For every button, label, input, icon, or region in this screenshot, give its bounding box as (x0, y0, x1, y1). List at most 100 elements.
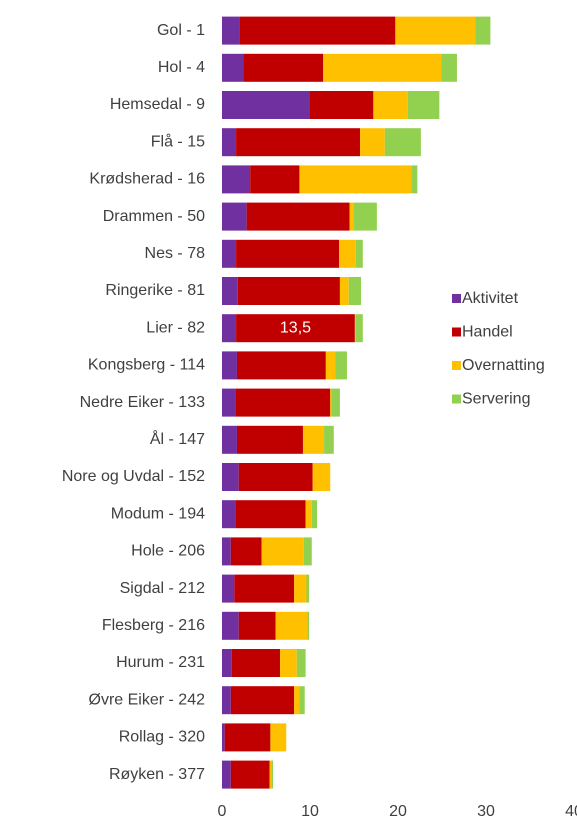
bar-segment (222, 128, 237, 157)
bar-segment (222, 16, 240, 45)
bar-segment (475, 16, 491, 45)
bar-segment (243, 53, 324, 82)
legend-label: Handel (462, 324, 513, 341)
y-tick-label: Gol - 1 (157, 22, 205, 39)
y-tick-label: Kongsberg - 114 (88, 357, 205, 374)
legend-swatch (452, 327, 461, 337)
bar-segment (355, 239, 363, 268)
y-tick-label: Drammen - 50 (103, 208, 205, 225)
bar-segment (222, 760, 231, 789)
y-tick-label: Lier - 82 (146, 319, 205, 336)
bar-segment (236, 128, 361, 157)
x-tick-label: 30 (477, 803, 495, 820)
bar-segment (222, 463, 239, 491)
y-tick-label: Røyken - 377 (109, 766, 205, 783)
bar-segment (324, 425, 334, 454)
bar-segment (354, 202, 377, 231)
bar-segment (222, 611, 239, 640)
bar-segment (299, 165, 412, 194)
bar-segment (222, 500, 236, 529)
bar-segment (236, 314, 355, 343)
bar-segment (270, 723, 287, 752)
bar-segment (222, 649, 232, 677)
bar-segment (222, 723, 225, 752)
bar-segment (222, 351, 237, 380)
bar-segment (230, 537, 262, 566)
bar-segment (222, 686, 231, 715)
bar-segment (222, 314, 237, 343)
bar-segment (331, 388, 340, 417)
bar-segment (296, 649, 306, 677)
legend-label: Servering (462, 391, 530, 408)
y-tick-label: Øvre Eiker - 242 (89, 691, 206, 708)
bar-segment (306, 574, 310, 603)
data-label: 13,5 (280, 319, 311, 336)
bar-segment (307, 611, 310, 640)
y-tick-label: Hole - 206 (131, 543, 205, 560)
bar-segment (311, 500, 318, 529)
bar-segment (373, 91, 408, 119)
x-tick-label: 10 (301, 803, 319, 820)
bar-segment (222, 277, 238, 305)
bar-segment (271, 760, 274, 789)
legend-swatch (452, 361, 461, 370)
bar-segment (238, 611, 276, 640)
bar-segment (234, 574, 295, 603)
x-tick-label: 20 (389, 803, 407, 820)
y-tick-label: Nore og Uvdal - 152 (62, 468, 205, 485)
bar-segment (275, 611, 308, 640)
y-tick-label: Ringerike - 81 (105, 282, 205, 299)
bar-segment (354, 314, 356, 343)
bar-segment (339, 239, 356, 268)
bar-segment (238, 463, 313, 491)
bar-segment (230, 760, 270, 789)
y-tick-label: Hemsedal - 9 (110, 96, 205, 113)
bar-segment (261, 537, 304, 566)
y-tick-label: Sigdal - 212 (120, 580, 205, 597)
bar-segment (246, 202, 350, 231)
bar-segment (395, 16, 476, 45)
y-tick-label: Modum - 194 (111, 505, 205, 522)
bar-segment (239, 16, 396, 45)
bar-segment (235, 500, 306, 529)
bar-segment (411, 165, 418, 194)
y-tick-label: Rollag - 320 (119, 729, 205, 746)
legend-swatch (452, 394, 461, 404)
y-tick-label: Hurum - 231 (116, 654, 205, 671)
x-tick-label: 40 (565, 803, 577, 820)
bar-segment (360, 128, 385, 157)
bar-segment (236, 351, 326, 380)
bar-segment (384, 128, 421, 157)
y-tick-label: Nes - 78 (145, 245, 206, 262)
legend-label: Overnatting (462, 357, 545, 374)
bar-segment (230, 686, 295, 715)
bar-segment (235, 388, 331, 417)
bar-segment (224, 723, 271, 752)
y-tick-label: Krødsherad - 16 (89, 171, 205, 188)
y-tick-label: Flå - 15 (151, 132, 205, 150)
bar-segment (312, 463, 331, 491)
y-tick-label: Flesberg - 216 (102, 617, 205, 634)
bar-segment (222, 239, 237, 268)
bar-segment (355, 314, 363, 343)
bar-segment (323, 53, 442, 82)
y-tick-label: Hol - 4 (158, 59, 205, 76)
bar-segment (222, 574, 235, 603)
bar-segment (441, 53, 457, 82)
bar-segment (299, 686, 305, 715)
bar-segment (222, 91, 310, 119)
x-tick-label: 0 (218, 803, 227, 820)
bar-segment (236, 425, 303, 454)
bar-segment (407, 91, 440, 119)
bar-segment (269, 760, 272, 789)
bar-segment (231, 649, 281, 677)
bar-segment (294, 574, 307, 603)
bar-segment (222, 388, 236, 417)
legend-label: Aktivitet (462, 290, 519, 307)
bar-segment (280, 649, 297, 677)
legend-swatch (452, 294, 461, 303)
bar-segment (222, 165, 251, 194)
bar-segment (222, 202, 247, 231)
y-tick-label: Ål - 147 (150, 429, 205, 448)
